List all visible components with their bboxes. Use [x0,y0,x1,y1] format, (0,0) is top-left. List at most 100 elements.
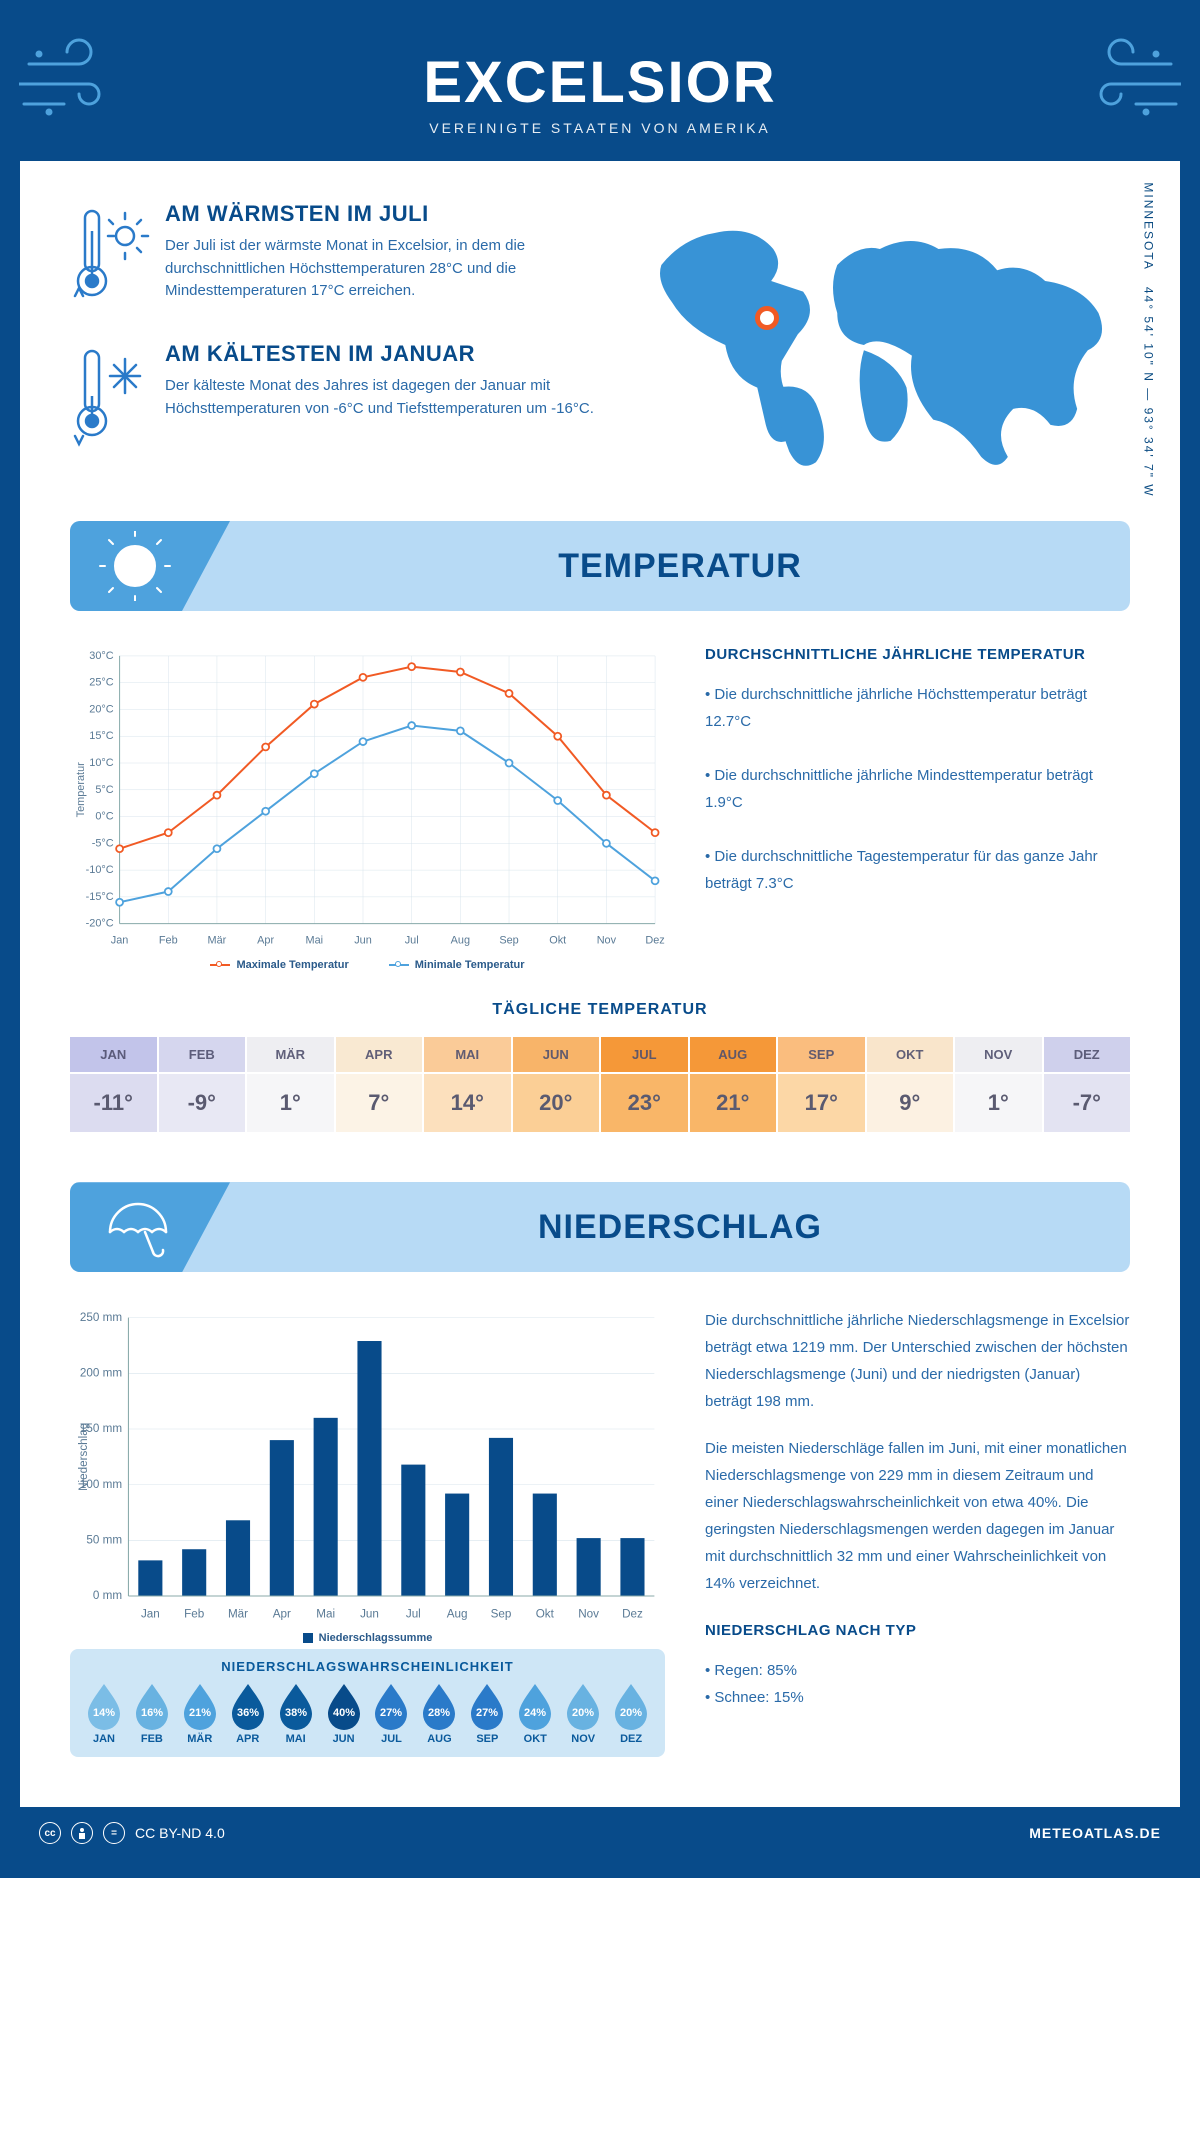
daily-month-value: 1° [955,1074,1042,1132]
svg-text:Apr: Apr [257,934,274,946]
by-icon [71,1822,93,1844]
svg-text:Okt: Okt [536,1608,555,1621]
prob-drop: 21% MÄR [176,1680,224,1745]
daily-temp-table: JANFEBMÄRAPRMAIJUNJULAUGSEPOKTNOVDEZ-11°… [70,1037,1130,1132]
svg-text:15°C: 15°C [89,730,113,742]
daily-month-value: 9° [867,1074,954,1132]
svg-text:Aug: Aug [447,1608,468,1621]
daily-month-value: -9° [159,1074,246,1132]
header: EXCELSIOR VEREINIGTE STAATEN VON AMERIKA [19,19,1181,161]
svg-text:-10°C: -10°C [86,864,114,876]
svg-text:Sep: Sep [491,1608,512,1621]
svg-text:0 mm: 0 mm [93,1590,122,1603]
daily-month-value: 20° [513,1074,600,1132]
fact-coldest: AM KÄLTESTEN IM JANUAR Der kälteste Mona… [70,341,610,451]
svg-text:Jun: Jun [360,1608,379,1621]
svg-text:Okt: Okt [549,934,566,946]
temperature-line-chart: -20°C-15°C-10°C-5°C0°C5°C10°C15°C20°C25°… [70,646,665,953]
daily-month-value: -11° [70,1074,157,1132]
section-banner-precipitation: NIEDERSCHLAG [70,1182,1130,1272]
svg-text:Jul: Jul [406,1608,421,1621]
svg-text:21%: 21% [189,1707,211,1719]
prob-drop: 38% MAI [272,1680,320,1745]
prob-drop: 14% JAN [80,1680,128,1745]
svg-text:Mai: Mai [316,1608,335,1621]
map-coords: MINNESOTA 44° 54' 10" N — 93° 34' 7" W [1138,201,1160,478]
daily-temp-title: TÄGLICHE TEMPERATUR [70,1001,1130,1019]
svg-text:20%: 20% [572,1707,594,1719]
svg-text:20°C: 20°C [89,703,113,715]
svg-text:Niederschlag: Niederschlag [77,1423,90,1491]
svg-text:5°C: 5°C [95,784,113,796]
svg-text:Temperatur: Temperatur [75,762,87,817]
daily-month-value: 23° [601,1074,688,1132]
daily-month-label: JUN [513,1037,600,1072]
svg-text:Mär: Mär [208,934,227,946]
svg-text:24%: 24% [524,1707,546,1719]
wind-deco-right-icon [1041,34,1181,134]
footer: cc = CC BY-ND 4.0 METEOATLAS.DE [19,1807,1181,1859]
precip-prob-title: NIEDERSCHLAGSWAHRSCHEINLICHKEIT [80,1649,655,1680]
svg-text:Nov: Nov [597,934,617,946]
svg-text:Feb: Feb [184,1608,204,1621]
svg-text:38%: 38% [285,1707,307,1719]
prob-drop: 27% JUL [368,1680,416,1745]
daily-month-value: 21° [690,1074,777,1132]
svg-text:27%: 27% [476,1707,498,1719]
daily-month-value: 17° [778,1074,865,1132]
svg-text:27%: 27% [380,1707,402,1719]
fact-warmest: AM WÄRMSTEN IM JULI Der Juli ist der wär… [70,201,610,311]
daily-month-value: 14° [424,1074,511,1132]
daily-month-label: APR [336,1037,423,1072]
svg-text:25°C: 25°C [89,677,113,689]
svg-text:Jun: Jun [354,934,372,946]
wind-deco-left-icon [19,34,159,134]
fact-warm-title: AM WÄRMSTEN IM JULI [165,201,610,227]
svg-text:-5°C: -5°C [92,837,114,849]
fact-cold-body: Der kälteste Monat des Jahres ist dagege… [165,375,610,420]
precipitation-bar-chart: 0 mm50 mm100 mm150 mm200 mm250 mmJanFebM… [70,1307,665,1626]
nd-icon: = [103,1822,125,1844]
prob-drop: 36% APR [224,1680,272,1745]
daily-month-label: AUG [690,1037,777,1072]
umbrella-icon [95,1192,175,1262]
daily-month-label: SEP [778,1037,865,1072]
prob-drop: 28% AUG [415,1680,463,1745]
svg-text:Sep: Sep [499,934,518,946]
daily-month-value: 1° [247,1074,334,1132]
svg-text:Nov: Nov [578,1608,599,1621]
thermometer-snow-icon [70,341,150,451]
prob-drop: 16% FEB [128,1680,176,1745]
daily-month-label: JAN [70,1037,157,1072]
temp-side-title: DURCHSCHNITTLICHE JÄHRLICHE TEMPERATUR [705,646,1130,663]
svg-text:Jan: Jan [111,934,129,946]
daily-month-label: OKT [867,1037,954,1072]
temp-chart-legend: Maximale Temperatur Minimale Temperatur [70,959,665,971]
daily-month-label: DEZ [1044,1037,1131,1072]
svg-text:Apr: Apr [273,1608,291,1621]
svg-text:Feb: Feb [159,934,178,946]
precip-para2: Die meisten Niederschläge fallen im Juni… [705,1435,1130,1597]
map-marker-icon [755,306,779,330]
svg-text:Mär: Mär [228,1608,248,1621]
svg-text:Aug: Aug [451,934,470,946]
svg-text:Jan: Jan [141,1608,160,1621]
footer-license: cc = CC BY-ND 4.0 [39,1822,225,1844]
daily-month-label: MAI [424,1037,511,1072]
svg-text:40%: 40% [333,1707,355,1719]
fact-cold-title: AM KÄLTESTEN IM JANUAR [165,341,610,367]
section-title-precipitation: NIEDERSCHLAG [230,1208,1130,1247]
svg-text:50 mm: 50 mm [86,1534,122,1547]
footer-brand: METEOATLAS.DE [1029,1825,1161,1841]
svg-text:Jul: Jul [405,934,419,946]
prob-drop: 27% SEP [463,1680,511,1745]
cc-icon: cc [39,1822,61,1844]
svg-text:200 mm: 200 mm [80,1367,122,1380]
svg-text:250 mm: 250 mm [80,1311,122,1324]
precip-probability-panel: NIEDERSCHLAGSWAHRSCHEINLICHKEIT 14% JAN … [70,1649,665,1757]
fact-warm-body: Der Juli ist der wärmste Monat in Excels… [165,235,610,303]
page-subtitle: VEREINIGTE STAATEN VON AMERIKA [19,120,1181,136]
daily-month-label: MÄR [247,1037,334,1072]
section-banner-temperature: TEMPERATUR [70,521,1130,611]
prob-drop: 20% NOV [559,1680,607,1745]
